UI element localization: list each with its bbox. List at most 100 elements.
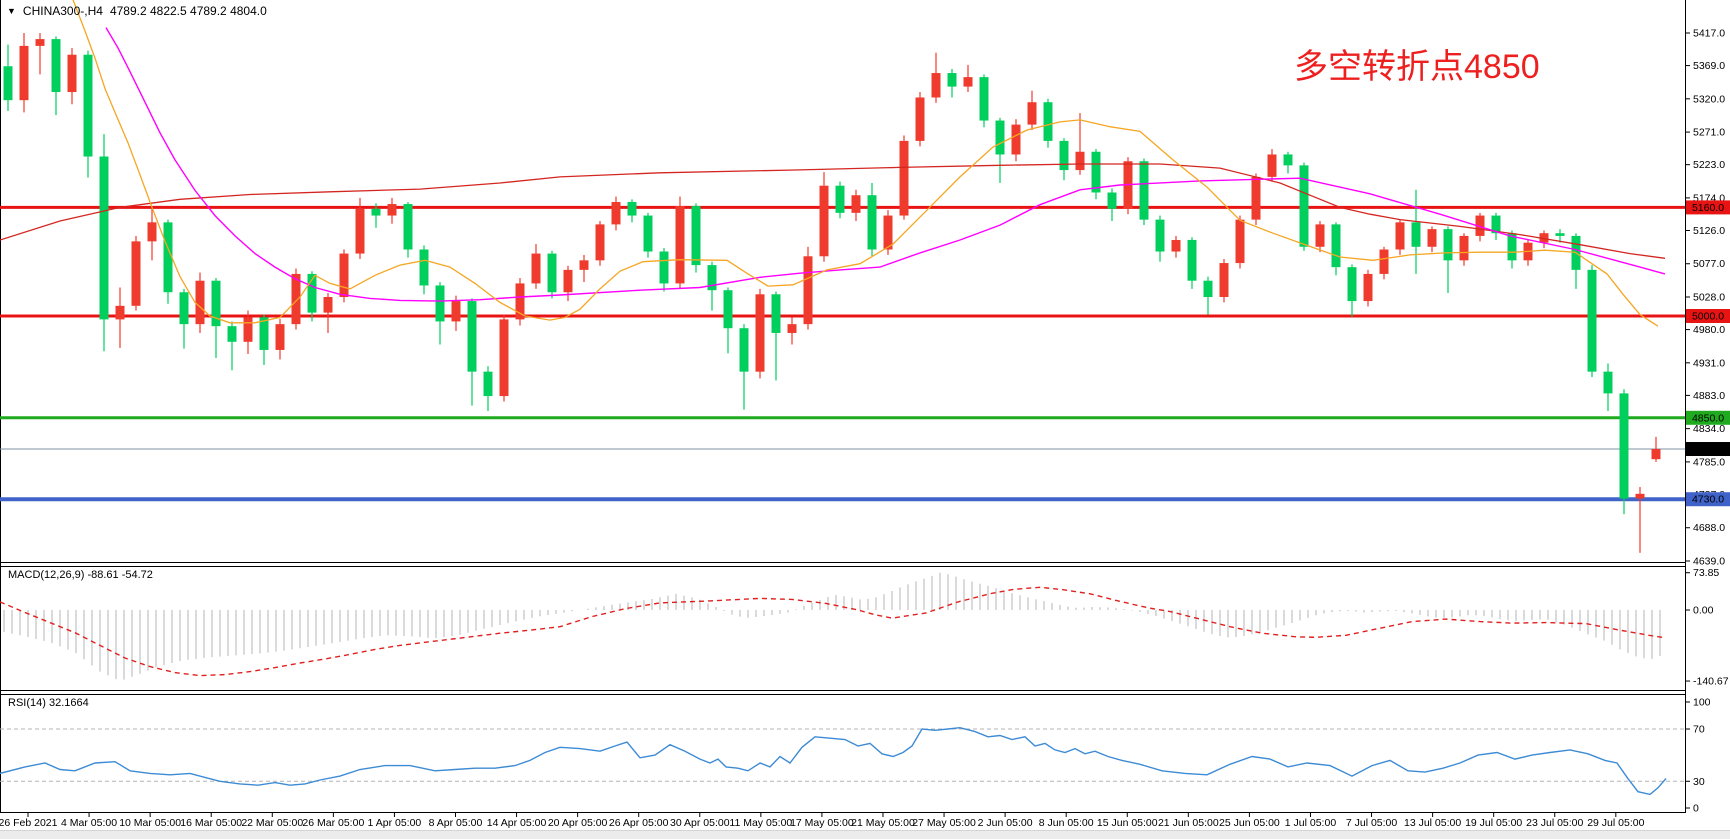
candle-body: [723, 290, 733, 329]
rsi-indicator-label: RSI(14) 32.1664: [8, 697, 89, 709]
price-axis: 5417.05369.05320.05271.05223.05174.05126…: [1686, 28, 1725, 567]
candle-body: [211, 280, 221, 327]
candle-body: [99, 156, 109, 320]
ma-orange: [72, 0, 1659, 327]
candle-body: [387, 204, 397, 216]
svg-text:70: 70: [1693, 724, 1705, 736]
candle-body: [467, 301, 477, 372]
ma-magenta: [105, 27, 1666, 302]
svg-text:26 Mar 05:00: 26 Mar 05:00: [302, 817, 364, 829]
candle-body: [1539, 233, 1549, 243]
candle-body: [3, 66, 13, 101]
price-panel[interactable]: [0, 0, 1685, 553]
candle-body: [291, 273, 301, 325]
candle-body: [179, 292, 189, 325]
candle-body: [1603, 371, 1613, 394]
candle-body: [131, 241, 141, 306]
svg-text:-140.67: -140.67: [1693, 676, 1729, 688]
candle-body: [259, 317, 269, 350]
macd-signal-line: [0, 586, 1665, 677]
candle-body: [1619, 393, 1629, 499]
candle-body: [803, 256, 813, 325]
svg-text:11 May 05:00: 11 May 05:00: [729, 817, 792, 829]
candle-body: [227, 326, 237, 342]
candle-body: [867, 195, 877, 250]
symbol-dropdown-icon[interactable]: ▼: [7, 6, 16, 16]
candle-body: [1443, 229, 1453, 261]
svg-text:5160.0: 5160.0: [1692, 202, 1724, 214]
candle-body: [1635, 493, 1645, 499]
macd-panel[interactable]: [0, 572, 1665, 680]
candle-body: [1363, 273, 1373, 302]
candle-body: [1459, 235, 1469, 261]
svg-text:4850.0: 4850.0: [1692, 412, 1724, 424]
svg-text:4 Mar 05:00: 4 Mar 05:00: [61, 817, 117, 829]
candle-body: [1347, 267, 1357, 302]
svg-text:5000.0: 5000.0: [1692, 310, 1724, 322]
candle-body: [1475, 215, 1485, 236]
candle-body: [51, 39, 61, 93]
candle-body: [579, 260, 589, 270]
candle-body: [1411, 222, 1421, 247]
svg-text:4688.0: 4688.0: [1693, 522, 1725, 534]
svg-text:10 Mar 05:00: 10 Mar 05:00: [119, 817, 181, 829]
candle-body: [339, 253, 349, 297]
candle-body: [355, 208, 365, 254]
svg-text:14 Apr 05:00: 14 Apr 05:00: [487, 817, 547, 829]
svg-text:27 May 05:00: 27 May 05:00: [912, 817, 976, 829]
candle-body: [1011, 124, 1021, 155]
svg-text:4785.0: 4785.0: [1693, 456, 1725, 468]
svg-text:0: 0: [1693, 803, 1699, 815]
candle-body: [435, 285, 445, 322]
candle-body: [995, 120, 1005, 155]
svg-text:8 Apr 05:00: 8 Apr 05:00: [429, 817, 483, 829]
candle-body: [675, 206, 685, 284]
candle-body: [243, 317, 253, 342]
candle-body: [963, 77, 973, 87]
candle-body: [547, 253, 557, 293]
svg-text:7 Jul 05:00: 7 Jul 05:00: [1346, 817, 1398, 829]
macd-indicator-label: MACD(12,26,9) -88.61 -54.72: [8, 569, 153, 581]
candle-body: [195, 280, 205, 325]
svg-text:5028.0: 5028.0: [1693, 291, 1725, 303]
rsi-panel[interactable]: [0, 726, 1685, 796]
svg-text:8 Jun 05:00: 8 Jun 05:00: [1039, 817, 1094, 829]
svg-text:4639.0: 4639.0: [1693, 555, 1725, 567]
macd-histogram: [3, 572, 1661, 680]
candle-body: [563, 269, 573, 293]
rsi-axis: 100 70 30 0: [1686, 697, 1711, 815]
candle-body: [1267, 154, 1277, 177]
svg-text:5223.0: 5223.0: [1693, 159, 1725, 171]
candle-body: [1219, 263, 1229, 297]
candle-body: [1651, 449, 1661, 460]
candle-body: [483, 371, 493, 397]
svg-text:23 Jul 05:00: 23 Jul 05:00: [1526, 817, 1583, 829]
svg-text:0.00: 0.00: [1693, 605, 1714, 617]
svg-text:26 Feb 2021: 26 Feb 2021: [0, 817, 58, 829]
candle-body: [19, 45, 29, 101]
svg-text:5126.0: 5126.0: [1693, 225, 1725, 237]
candle-body: [371, 208, 381, 216]
candle-body: [787, 324, 797, 333]
candle-body: [419, 249, 429, 286]
chart-annotation-text[interactable]: 多空转折点4850: [1294, 48, 1540, 86]
svg-text:1 Apr 05:00: 1 Apr 05:00: [368, 817, 422, 829]
candle-body: [451, 301, 461, 322]
candle-body: [1091, 151, 1101, 193]
candle-body: [1059, 140, 1069, 171]
candle-body: [899, 140, 909, 216]
candle-body: [499, 319, 509, 397]
candle-body: [115, 305, 125, 320]
candle-body: [147, 222, 157, 242]
svg-text:29 Jul 05:00: 29 Jul 05:00: [1587, 817, 1644, 829]
candle-body: [755, 294, 765, 372]
candle-body: [947, 73, 957, 87]
svg-text:22 Mar 05:00: 22 Mar 05:00: [241, 817, 303, 829]
svg-text:30: 30: [1693, 776, 1705, 788]
candle-body: [1251, 176, 1261, 220]
candle-body: [835, 185, 845, 213]
candle-body: [771, 294, 781, 333]
candle-body: [1139, 161, 1149, 220]
